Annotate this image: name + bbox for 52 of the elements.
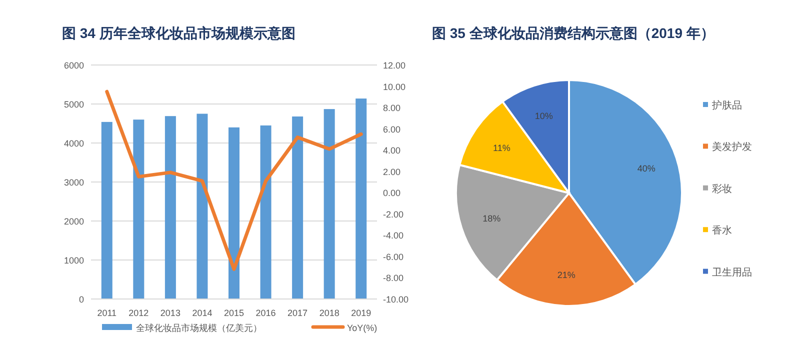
legend-label: 卫生用品 bbox=[712, 266, 752, 278]
y-tick-label: 5000 bbox=[64, 100, 84, 110]
y-tick-label: 4000 bbox=[64, 138, 84, 148]
legend-label: 香水 bbox=[712, 224, 732, 237]
x-tick-label: 2013 bbox=[160, 308, 180, 318]
bar bbox=[133, 120, 144, 299]
y-tick-label: 6000 bbox=[64, 60, 84, 70]
x-tick-label: 2011 bbox=[97, 308, 117, 318]
legend-label: 护肤品 bbox=[711, 100, 742, 112]
y2-tick-label: 10.00 bbox=[383, 82, 406, 92]
x-tick-label: 2018 bbox=[319, 308, 340, 318]
y2-tick-label: -2.00 bbox=[383, 209, 404, 220]
bar bbox=[260, 125, 272, 299]
bar bbox=[292, 116, 304, 299]
legend-label: YoY(%) bbox=[347, 323, 378, 333]
x-tick-label: 2019 bbox=[351, 308, 372, 318]
y2-tick-label: 6.00 bbox=[383, 124, 401, 134]
x-tick-label: 2016 bbox=[256, 308, 276, 318]
legend-label: 全球化妆品市场规模（亿美元） bbox=[136, 323, 262, 333]
bar bbox=[196, 114, 208, 299]
title: 图 35 全球化妆品消费结构示意图（2019 年） bbox=[432, 25, 714, 41]
y2-tick-label: 2.00 bbox=[383, 166, 401, 177]
y2-tick-label: 12.00 bbox=[383, 60, 406, 70]
y2-tick-label: -10.00 bbox=[383, 294, 409, 304]
title: 图 34 历年全球化妆品市场规模示意图 bbox=[62, 25, 296, 41]
bar bbox=[101, 122, 112, 299]
y2-tick-label: -8.00 bbox=[383, 273, 404, 284]
data-label: 10% bbox=[534, 111, 553, 122]
data-label: 40% bbox=[637, 163, 656, 174]
data-label: 18% bbox=[482, 214, 501, 224]
y-tick-label: 2000 bbox=[64, 216, 84, 226]
bar bbox=[356, 98, 367, 299]
y2-tick-label: -6.00 bbox=[383, 252, 404, 262]
x-tick-label: 2012 bbox=[128, 308, 149, 318]
bar bbox=[324, 109, 335, 299]
line-series bbox=[105, 90, 363, 271]
y2-tick-label: 8.00 bbox=[383, 103, 401, 114]
legend-label: 彩妆 bbox=[712, 182, 732, 195]
data-label: 11% bbox=[493, 142, 510, 153]
x-tick-label: 2017 bbox=[288, 308, 308, 318]
y-tick-label: 3000 bbox=[64, 178, 84, 188]
y-tick-label: 1000 bbox=[64, 256, 84, 266]
y2-tick-label: 0.00 bbox=[383, 188, 401, 198]
bar bbox=[164, 116, 176, 299]
x-tick-label: 2014 bbox=[192, 308, 212, 318]
y-tick-label: 0 bbox=[78, 294, 84, 304]
y2-tick-label: -4.00 bbox=[383, 230, 404, 241]
legend-label: 美发护发 bbox=[712, 141, 752, 154]
data-label: 21% bbox=[557, 270, 576, 280]
y2-tick-label: 4.00 bbox=[383, 146, 401, 156]
x-tick-label: 2015 bbox=[224, 308, 244, 318]
bar bbox=[228, 127, 240, 299]
